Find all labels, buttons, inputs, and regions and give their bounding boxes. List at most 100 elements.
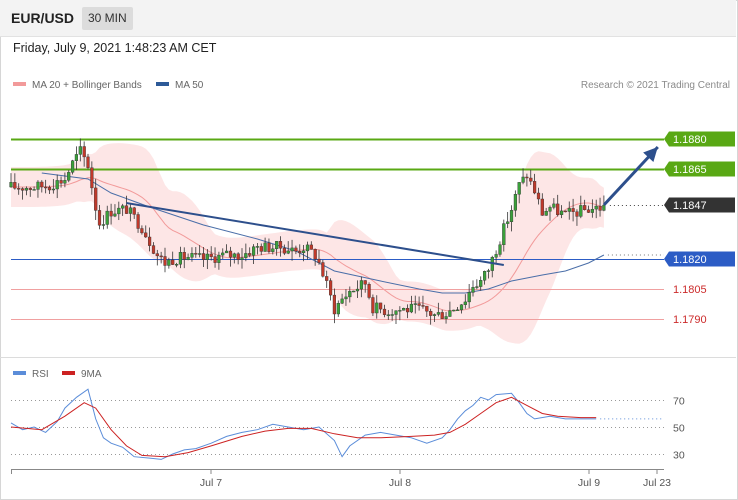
candle-body (155, 253, 159, 257)
ma50-line (41, 172, 605, 294)
candle-body (186, 257, 190, 260)
candle-body (86, 156, 90, 168)
candle-body (232, 253, 236, 258)
candle-body (579, 205, 583, 217)
candle-body (594, 205, 598, 210)
candle-body (348, 291, 352, 298)
candle-body (560, 210, 564, 215)
candle-body (552, 203, 556, 208)
candle-body (355, 288, 360, 292)
x-tick-label: Jul 7 (200, 477, 222, 489)
candle-body (44, 186, 48, 189)
candle-body (586, 209, 591, 213)
price-level-tag: 1.1880 (664, 131, 735, 147)
candle-body (124, 205, 129, 214)
candle-body (494, 254, 498, 258)
candle-body (117, 207, 121, 215)
price-level-tag: 1.1820 (664, 251, 735, 267)
candle-body (78, 146, 82, 155)
legend-rsi[interactable]: RSI (13, 369, 49, 380)
candle-body (479, 280, 483, 287)
candle-body (70, 160, 75, 173)
candle-body (221, 252, 225, 256)
x-tick-label: Jul 23 (643, 477, 671, 489)
chart-datetime: Friday, July 9, 2021 1:48:23 AM CET (13, 41, 217, 55)
candle-body (13, 182, 17, 189)
candle-body (217, 254, 221, 263)
rsi-ma-line (10, 396, 597, 458)
candle-body (67, 172, 71, 181)
candle-body (517, 182, 521, 195)
candle-body (529, 177, 533, 182)
candle-body (413, 303, 417, 305)
x-tick-label: Jul 8 (389, 477, 411, 489)
candle-body (278, 241, 283, 249)
candle-body (121, 205, 125, 209)
candle-body (24, 188, 28, 191)
candle-body (317, 258, 321, 263)
candle-body (359, 280, 363, 290)
candle-body (267, 242, 271, 252)
candle-body (163, 256, 167, 266)
candle-body (205, 253, 209, 260)
candle-body (571, 208, 575, 212)
candle-body (498, 244, 502, 255)
top-bar: EUR/USD 30 MIN (0, 0, 736, 37)
legend-ma20[interactable]: MA 20 + Bollinger Bands (13, 80, 142, 91)
candle-body (209, 253, 213, 257)
candle-body (302, 250, 306, 254)
candle-body (556, 203, 560, 215)
candle-body (90, 167, 94, 189)
candle-body (101, 224, 105, 226)
candle-body (459, 304, 464, 311)
forecast-arrow-head-icon (643, 147, 658, 163)
candle-body (444, 316, 448, 319)
ma50-swatch-icon (156, 82, 169, 87)
candle-body (47, 187, 52, 191)
candle-body (344, 296, 348, 300)
pane-divider (0, 357, 736, 358)
candle-body (201, 253, 206, 260)
symbol-title: EUR/USD (11, 10, 75, 26)
candle-body (540, 198, 544, 216)
candle-body (286, 250, 290, 254)
legend-ma20-label: MA 20 + Bollinger Bands (32, 80, 142, 91)
candle-body (136, 214, 140, 229)
candle-body (521, 176, 525, 183)
candle-body (332, 294, 336, 315)
candle-body (352, 290, 356, 293)
candle-body (224, 250, 229, 254)
candle-body (190, 253, 194, 258)
candle-body (40, 181, 44, 188)
candle-body (379, 302, 383, 310)
candle-body (536, 192, 541, 200)
candle-body (309, 244, 313, 250)
price-level-label: 1.1847 (673, 200, 707, 212)
candle-body (467, 292, 471, 303)
candle-body (509, 210, 514, 223)
candle-body (244, 253, 248, 258)
trend-line (126, 202, 504, 266)
candle-body (471, 287, 475, 293)
candle-body (602, 204, 606, 211)
candle-body (259, 246, 263, 252)
candle-body (17, 188, 21, 190)
candle-body (363, 280, 367, 285)
candle-body (159, 255, 163, 258)
candle-body (440, 312, 444, 319)
price-level-tag: 1.1847 (664, 197, 735, 213)
candle-body (513, 193, 517, 211)
candle-body (506, 221, 510, 224)
candle-body (113, 213, 117, 217)
candle-body (486, 270, 490, 272)
candle-body (74, 154, 78, 161)
candle-body (409, 303, 413, 313)
interval-button[interactable]: 30 MIN (82, 7, 133, 30)
candle-body (128, 207, 132, 214)
legend-rsi-ma[interactable]: 9MA (62, 369, 102, 380)
candle-body (329, 280, 333, 296)
candle-body (144, 232, 148, 238)
legend-ma50[interactable]: MA 50 (156, 80, 203, 91)
candle-body (236, 253, 240, 260)
